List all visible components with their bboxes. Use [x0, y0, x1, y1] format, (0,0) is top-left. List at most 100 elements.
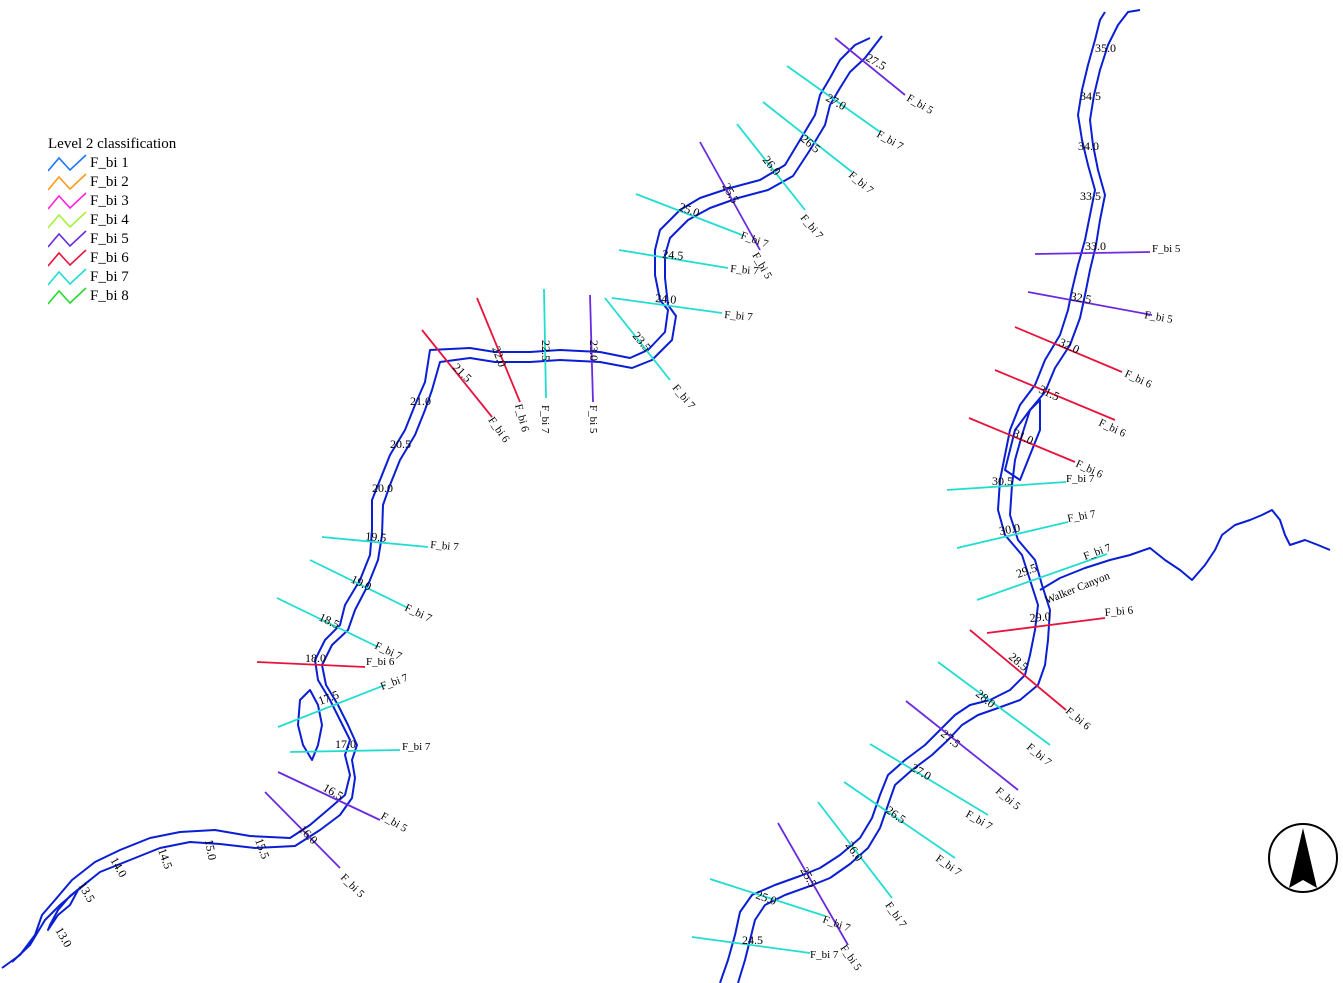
transect-line [777, 822, 849, 946]
river-km-label: 14.0 [107, 855, 130, 880]
transect-class-label: F_bi 5 [905, 92, 936, 117]
river-km-label: 22.0 [489, 344, 509, 369]
river-km-label: 17.5 [316, 687, 341, 707]
river-km-label: 16.5 [321, 780, 346, 803]
river-km-label: 29.5 [1014, 560, 1039, 580]
transect-class-label: F_bi 5 [1143, 309, 1174, 326]
transect-class-label: F_bi 5 [838, 943, 864, 974]
river-km-label: 15.5 [252, 836, 272, 861]
river-km-label: 18.0 [305, 651, 326, 665]
river-km-label: 21.0 [410, 394, 431, 408]
river-km-label: 17.0 [335, 737, 356, 751]
transect-line [994, 369, 1116, 421]
transect-line [709, 878, 826, 917]
legend-item: F_bi 1 [48, 154, 228, 173]
transect-class-label: F_bi 7 [1066, 508, 1097, 525]
river-km-label: 29.0 [1029, 609, 1051, 625]
transect-line [309, 559, 409, 609]
legend-label: F_bi 4 [90, 212, 129, 228]
river-km-label: 25.0 [754, 888, 779, 908]
legend-item: F_bi 5 [48, 230, 228, 249]
river-channels [1, 9, 1331, 983]
transect-line [1034, 251, 1151, 255]
river-bank [297, 689, 323, 761]
legend: Level 2 classification F_bi 1 F_bi 2 F_bi … [48, 134, 228, 306]
river-km-label: 34.0 [1078, 139, 1099, 153]
transect-line [321, 536, 429, 548]
transect-class-label: F_bi 7 [739, 230, 770, 251]
legend-swatch [48, 249, 87, 267]
transect-line [256, 661, 366, 668]
transect-class-label: F_bi 7 [810, 949, 839, 961]
river-bank [47, 879, 91, 931]
transect-class-label: F_bi 6 [1123, 368, 1154, 391]
transect-class-label: F_bi 6 [1097, 417, 1128, 440]
river-km-label: 22.5 [539, 340, 553, 361]
transect-line [968, 417, 1076, 463]
legend-item: F_bi 4 [48, 211, 228, 230]
transect-line [589, 294, 594, 403]
river-km-label: 14.5 [155, 846, 175, 871]
transect-class-label: F_bi 7 [798, 212, 826, 242]
river-km-label: 24.5 [742, 933, 763, 947]
transect-line [611, 297, 723, 314]
legend-swatch [48, 192, 87, 210]
transect-class-label: F_bi 7 [730, 263, 760, 277]
river-km-label: 21.5 [450, 360, 475, 385]
legend-swatch [48, 211, 87, 229]
river-bank [1004, 399, 1041, 481]
transect-class-label: F_bi 7 [379, 672, 410, 693]
transect-line [736, 123, 806, 211]
river-km-label: 28.5 [1006, 650, 1031, 674]
transect-class-label: F_bi 7 [883, 900, 909, 931]
transect-line [276, 597, 379, 648]
river-km-label: 24.5 [662, 247, 684, 263]
transect-class-label: F_bi 7 [846, 169, 876, 197]
transect-class-label: F_bi 7 [964, 808, 995, 833]
transect-line [786, 65, 881, 133]
legend-swatch [48, 268, 87, 286]
legend-swatch [48, 230, 87, 248]
transect-line [289, 749, 401, 753]
river-km-label: 30.5 [992, 474, 1013, 488]
legend-label: F_bi 5 [90, 231, 129, 247]
transect-line [691, 936, 811, 954]
transect-class-label: F_bi 7 [403, 602, 434, 625]
transect-class-label: F_bi 5 [1152, 243, 1181, 255]
transect-class-label: F_bi 7 [670, 382, 698, 412]
transect-line [834, 37, 906, 96]
transect-line [264, 791, 341, 869]
transect-class-label: F_bi 7 [724, 309, 754, 323]
transect-line [1014, 326, 1123, 373]
transect-line [762, 101, 853, 173]
legend-label: F_bi 3 [90, 193, 129, 209]
transect-line [476, 297, 521, 403]
transect-class-label: F_bi 7 [430, 539, 460, 553]
legend-label: F_bi 7 [90, 269, 129, 285]
transect-line [1027, 291, 1153, 316]
transect-line [946, 481, 1067, 491]
river-km-label: 30.0 [998, 521, 1021, 538]
transect-line [905, 700, 1019, 791]
river-bank [737, 9, 1141, 983]
legend-label: F_bi 6 [90, 250, 129, 266]
river-km-label: 24.0 [655, 291, 677, 307]
transect-line [956, 521, 1069, 549]
transect-class-label: F_bi 6 [486, 415, 512, 446]
river-km-label: 13.5 [75, 880, 98, 905]
legend-swatch [48, 287, 87, 305]
river-bank [11, 35, 883, 963]
transect-line [277, 684, 386, 728]
river-km-label: 32.5 [1069, 289, 1092, 306]
transect-class-label: F_bi 7 [1066, 473, 1095, 485]
transects [256, 37, 1153, 954]
river-bank [719, 11, 1106, 983]
transect-line [618, 249, 729, 269]
river-km-label: 25.0 [677, 200, 702, 220]
river-km-label: 13.0 [52, 925, 75, 950]
legend-item: F_bi 6 [48, 249, 228, 268]
transect-line [843, 781, 956, 859]
transect-class-label: F_bi 6 [1104, 605, 1134, 619]
transect-class-label: F_bi 5 [587, 405, 599, 434]
river-km-label: 20.5 [390, 437, 411, 451]
